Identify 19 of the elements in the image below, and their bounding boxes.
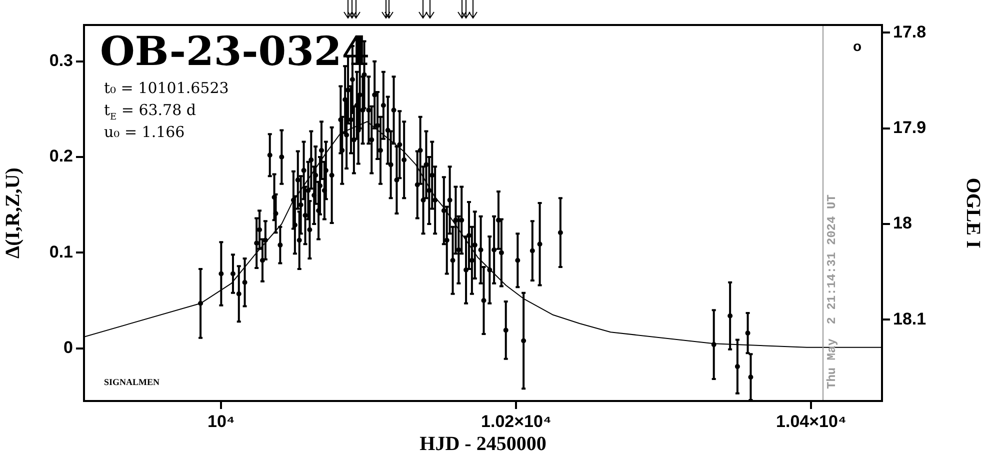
x-tick-label: 1.02×10⁴: [481, 412, 552, 431]
y2-tick-label: 18: [893, 214, 912, 233]
annotation: SIGNALMEN: [104, 377, 160, 387]
y2-tick-label: 17.8: [893, 22, 926, 42]
x-tick-label: 1.04×10⁴: [776, 412, 846, 431]
y-axis-title: Δ(I,R,Z,U): [2, 168, 24, 258]
y2-tick-label: 17.9: [893, 118, 926, 138]
annotation: u₀ = 1.166: [104, 123, 185, 141]
annotation: Thu May 2 21:14:31 2024 UT: [825, 194, 839, 389]
y2-axis-title: OGLE I: [962, 178, 984, 249]
annotation: t₀ = 10101.6523: [104, 79, 229, 97]
y-tick-label: 0.2: [49, 146, 73, 166]
y-tick-label: 0: [64, 338, 73, 358]
y2-tick-label: 18.1: [893, 309, 926, 328]
x-tick-label: 10⁴: [208, 412, 235, 431]
y-tick-label: 0.3: [49, 51, 73, 70]
x-axis-title: HJD - 2450000: [420, 433, 546, 456]
y-tick-label: 0.1: [49, 242, 73, 262]
annotation: o: [853, 38, 862, 54]
